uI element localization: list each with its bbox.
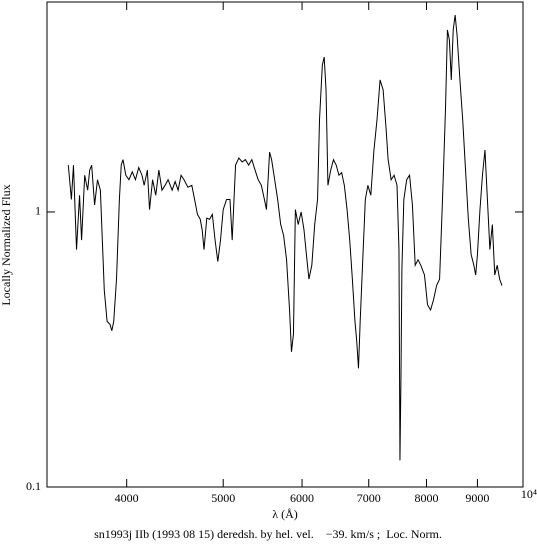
x-tick-label: 6000 <box>290 491 314 505</box>
x-tick-label: 7000 <box>357 491 381 505</box>
x-tick-label: 5000 <box>211 491 235 505</box>
x-tick-label: 10⁴ <box>521 487 537 501</box>
y-axis-label: Locally Normalized Flux <box>0 184 13 305</box>
y-tick-label: 0.1 <box>26 479 41 493</box>
x-tick-label: 9000 <box>465 491 489 505</box>
x-tick-label: 4000 <box>115 491 139 505</box>
spectrum-line <box>67 14 503 461</box>
x-tick-label: 8000 <box>414 491 438 505</box>
x-axis-label: λ (Å) <box>272 507 297 521</box>
plot-frame <box>46 1 524 488</box>
y-tick-label: 1 <box>35 204 41 218</box>
caption: sn1993j IIb (1993 08 15) deredsh. by hel… <box>94 527 442 541</box>
